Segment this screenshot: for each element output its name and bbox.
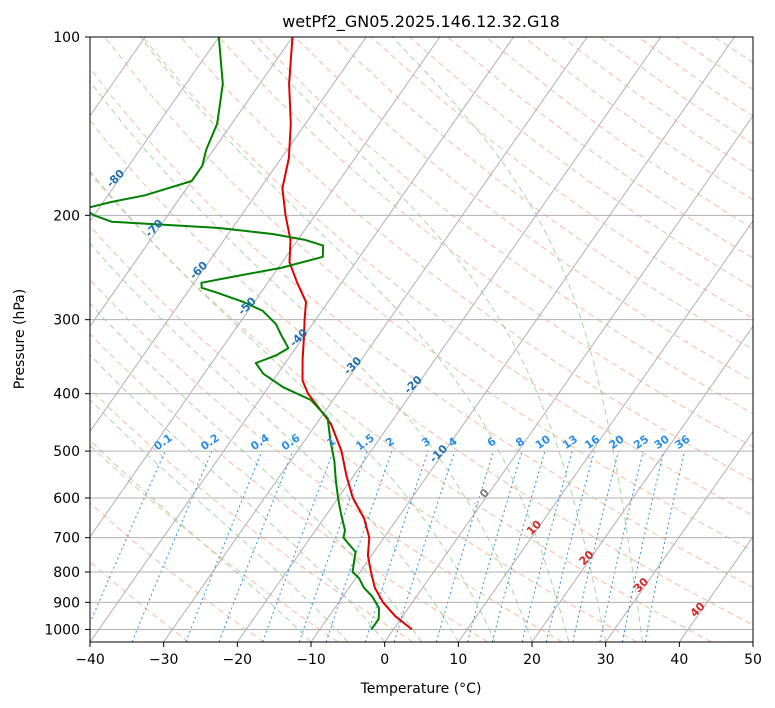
dry-adiabat-line [104, 37, 753, 552]
dry-adiabat-line [180, 37, 753, 482]
isotherm-line [605, 430, 753, 642]
y-tick-label: 800 [53, 565, 80, 581]
isotherm-line [163, 37, 588, 642]
mixing-ratio-line [521, 450, 573, 642]
mixing-ratio-line [435, 450, 495, 642]
dry-adiabat-line [294, 37, 753, 382]
isotherm-line [90, 37, 293, 328]
mixing-ratio-line [90, 450, 166, 625]
temperature-profile-line [281, 37, 413, 631]
mixing-ratio-line [491, 450, 546, 642]
x-tick-label: 20 [523, 652, 541, 668]
y-tick-label: 200 [53, 208, 80, 224]
x-tick-label: −20 [223, 652, 253, 668]
dry-adiabat-line [90, 119, 753, 626]
mixing-ratio-line [599, 450, 644, 642]
pressure-grid [90, 37, 753, 630]
mixing-ratio-line [325, 450, 393, 642]
isotherm-line [90, 37, 220, 222]
isotherm-line [752, 641, 753, 642]
dry-adiabat-line [142, 37, 753, 517]
chart-title: wetPf2_GN05.2025.146.12.32.G18 [282, 12, 560, 32]
mixing-ratio-line [545, 450, 595, 642]
x-tick-label: 50 [744, 652, 762, 668]
dry-adiabat-line [256, 37, 753, 415]
x-tick-label: 40 [670, 652, 688, 668]
dry-adiabat-line [90, 225, 638, 642]
y-tick-label: 700 [53, 531, 80, 547]
moist-adiabat-line [90, 302, 422, 642]
dry-adiabat-line [90, 278, 563, 642]
y-tick-label: 600 [53, 491, 80, 507]
moist-adiabat-line [90, 80, 533, 642]
mixing-ratio-line [621, 450, 665, 642]
x-tick-label: −30 [149, 652, 179, 668]
x-tick-label: 10 [449, 652, 467, 668]
moist-adiabat-line [90, 170, 496, 642]
isotherm-line [90, 37, 514, 642]
y-tick-label: 400 [53, 387, 80, 403]
mixing-ratio-line [185, 450, 263, 642]
isotherm-line [457, 220, 753, 642]
mixing-ratio-line [131, 450, 213, 642]
dry-adiabat-line [218, 37, 753, 448]
y-tick-label: 100 [53, 30, 80, 46]
dry-adiabat-line [409, 37, 753, 289]
axes: −40 −30 −20 −10 0 10 20 30 40 50 1000 900 800 700 600 5… [44, 30, 762, 668]
isotherm-line [90, 37, 367, 433]
x-tick-label: −10 [296, 652, 326, 668]
isotherm-line [90, 37, 441, 538]
moist-adiabat-line [392, 37, 643, 642]
dry-adiabat-line [90, 444, 339, 642]
dry-adiabat-line [90, 333, 488, 642]
y-tick-label: 1000 [44, 622, 80, 638]
moist-adiabat-line [248, 37, 607, 642]
dry-adiabat-line [90, 502, 264, 642]
dewpoint-profile-line [90, 37, 380, 630]
x-tick-label: −40 [75, 652, 105, 668]
mixing-ratio-line [364, 450, 429, 642]
y-axis-label: Pressure (hPa) [12, 289, 28, 389]
x-tick-label: 30 [597, 652, 615, 668]
x-axis-label: Temperature (°C) [360, 681, 482, 697]
isotherm-line [236, 37, 662, 642]
dry-adiabat-line [90, 67, 753, 589]
sounding-profiles [90, 37, 413, 631]
isotherm-line [384, 114, 753, 642]
x-tick-label: 0 [380, 652, 389, 668]
isotherm-line [678, 535, 753, 642]
moist-adiabat-line [140, 37, 570, 642]
y-tick-label: 300 [53, 313, 80, 329]
isotherm-line [0, 37, 72, 642]
mixing-ratio-line [393, 450, 456, 642]
mixing-ratio-line [467, 450, 523, 642]
background-lines [0, 37, 753, 642]
isotherm-line [310, 37, 735, 642]
plot-frame [89, 36, 754, 643]
y-tick-label: 500 [53, 444, 80, 460]
mixing-ratio-line [644, 450, 685, 642]
mixing-ratio-line [572, 450, 620, 642]
y-tick-label: 900 [53, 595, 80, 611]
moist-adiabat-line [90, 354, 386, 642]
mixing-ratio-line [218, 450, 294, 642]
moist-adiabat-line [90, 242, 459, 642]
plot-background [90, 37, 753, 642]
isotherm-line [531, 325, 753, 642]
